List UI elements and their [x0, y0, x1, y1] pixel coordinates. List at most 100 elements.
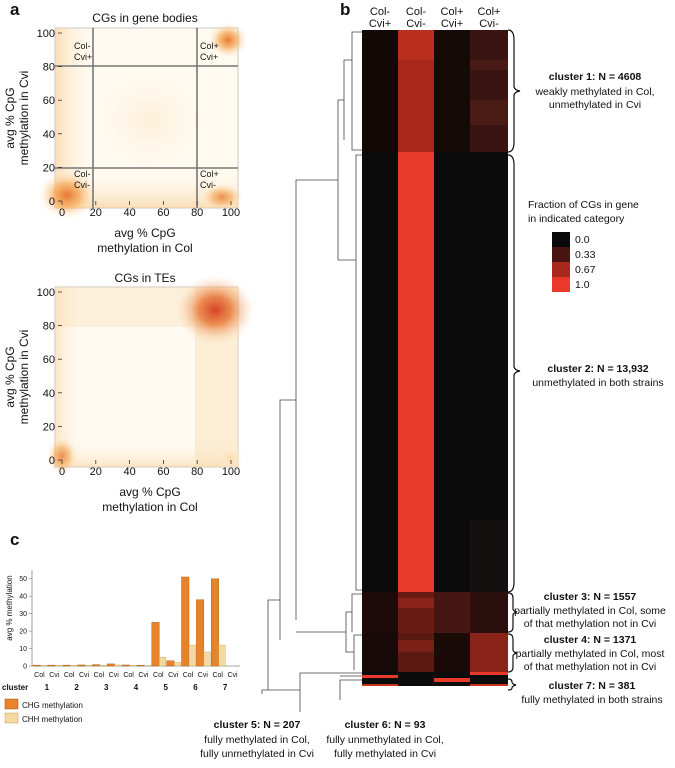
cluster-3-desc-2: of that methylation not in Cvi [524, 618, 657, 630]
bar-chh [218, 644, 226, 667]
density-hotspot-col-plus-cvi-plus [208, 22, 248, 58]
legend-swatch [552, 277, 570, 292]
panel-c-letter: c [10, 530, 19, 549]
dendro-root-stub [261, 689, 268, 694]
quadrant-label-br-1: Col+ [200, 169, 219, 179]
column-header-3-line2: Cvi+ [441, 18, 463, 30]
cell-c6-col1 [362, 675, 398, 678]
brace-cluster-7 [507, 678, 517, 691]
bar-chh [159, 657, 166, 667]
dendro-c1-branch [351, 31, 362, 151]
x-tick-label: 80 [191, 466, 203, 478]
panel-a-letter: a [10, 0, 20, 19]
y-tick-label: 100 [37, 28, 55, 40]
cell-c1-col3 [434, 30, 470, 152]
heatmap [362, 30, 508, 686]
brace-cluster-2 [507, 154, 521, 593]
legend-swatch-chg [4, 698, 19, 710]
y-tick-label: 40 [43, 388, 55, 400]
x-tick-label: 60 [157, 207, 169, 219]
cell-c4-col2 [398, 633, 434, 672]
bar-subcategory-label: Cvi [109, 672, 120, 679]
bar-subcategory-label: Cvi [138, 672, 149, 679]
cell-c4-col3 [434, 633, 470, 672]
column-header-2-line2: Cvi- [406, 18, 426, 30]
y-tick-label: 60 [43, 354, 55, 366]
legend-swatch-label: 0.33 [575, 249, 596, 261]
bar-y-tick-label: 50 [19, 576, 27, 583]
cluster-4-desc-1: partially methylated in Col, most [516, 648, 665, 660]
x-tick-label: 100 [222, 207, 240, 219]
bar-subcategory-label: Col [153, 672, 164, 679]
bar-chg [62, 664, 71, 667]
density-plot-1-ylabel-2: methylation in Cvi [17, 71, 31, 166]
column-header-4-line2: Cvi- [479, 18, 499, 30]
quadrant-label-bl-1: Col- [74, 169, 91, 179]
dendro-c7-branch [339, 679, 362, 700]
bar-chart-marks [32, 576, 226, 667]
bar-chh [69, 665, 77, 667]
density-hotspot-te-br [216, 446, 244, 470]
dendro-c5-branch [299, 672, 362, 712]
density-plot-2-glow-bottom [55, 437, 238, 467]
bar-chg [32, 664, 41, 667]
cluster-1-desc-1: weakly methylated in Col, [534, 86, 654, 98]
density-plot-1-ylabel-1: avg % CpG [3, 87, 17, 148]
legend-swatch [552, 247, 570, 262]
column-header-2-line1: Col- [406, 6, 427, 18]
brace-cluster-3 [507, 592, 518, 633]
density-plot-2-ticks: 0 20 40 60 80 100 0 20 40 60 80 100 [37, 287, 241, 478]
bar-chart-xlabel: cluster [2, 683, 28, 692]
legend-label-chh: CHH methylation [22, 715, 82, 724]
bar-chh [114, 664, 122, 667]
bar-chart-ylabel: avg % methylation [5, 575, 14, 640]
cell-c1-col2-top [398, 30, 434, 60]
heatmap-bottom [362, 682, 508, 686]
y-tick-label: 60 [43, 95, 55, 107]
bar-chh [173, 662, 181, 667]
dendro-c12-join [295, 179, 338, 620]
cluster-2-desc-1: unmethylated in both strains [532, 377, 663, 389]
cluster-6-title: cluster 6: N = 93 [345, 719, 426, 731]
bar-category-label: 5 [163, 683, 168, 692]
density-plot-1-ticks: 0 20 40 60 80 100 0 20 40 60 80 100 [37, 28, 241, 219]
bar-chg [121, 664, 130, 667]
dendro-c4-branch [353, 634, 362, 670]
density-plot-2-ylabel-2: methylation in Cvi [17, 330, 31, 425]
bar-category-label: 2 [74, 683, 79, 692]
density-plot-2-xlabel-1: avg % CpG [119, 485, 180, 499]
cluster-annotations: cluster 1: N = 4608 weakly methylated in… [200, 71, 666, 760]
cell-c1-col4-band2 [470, 100, 508, 125]
x-tick-label: 60 [157, 466, 169, 478]
cell-c1-col1 [362, 30, 398, 152]
bar-subcategory-label: Cvi [79, 672, 90, 679]
bar-chart-cluster-methylation: avg % methylation cluster 010203040501Co… [2, 570, 240, 724]
cell-c1-col4-band [470, 60, 508, 70]
cell-c4-col1 [362, 633, 398, 672]
x-tick-label: 40 [123, 207, 135, 219]
dendro-c1-join [337, 99, 344, 260]
heatmap-legend: Fraction of CGs in gene in indicated cat… [528, 199, 639, 292]
dendro-c34-join [345, 611, 354, 653]
bar-chg [47, 664, 56, 667]
density-diffuse-center [80, 60, 220, 180]
cluster-braces [507, 29, 521, 691]
x-tick-label: 80 [191, 207, 203, 219]
heatmap-column-headers: Col- Cvi+ Col- Cvi- Col+ Cvi+ Col+ Cvi- [369, 6, 501, 30]
cell-bottom-col4 [470, 684, 508, 686]
quadrant-label-tl-2: Cvi+ [74, 52, 92, 62]
cluster-5-desc-2: fully unmethylated in Cvi [200, 748, 314, 760]
bar-chg [136, 665, 145, 667]
quadrant-label-bl-2: Cvi- [74, 180, 90, 190]
bar-chh [129, 665, 137, 667]
cluster-4-desc-2: of that methylation not in Cvi [524, 661, 657, 673]
bar-chh [40, 665, 48, 667]
dendro-c1-sub [343, 59, 352, 140]
density-plot-tes: CGs in TEs 0 20 40 60 80 100 0 20 40 60 80 100 avg … [3, 271, 255, 514]
density-hotspot-te-low [46, 436, 78, 476]
column-header-1-line1: Col- [370, 6, 391, 18]
cell-c2-col2 [398, 152, 434, 592]
cluster-7-title: cluster 7: N = 381 [549, 680, 636, 692]
x-tick-label: 20 [90, 466, 102, 478]
